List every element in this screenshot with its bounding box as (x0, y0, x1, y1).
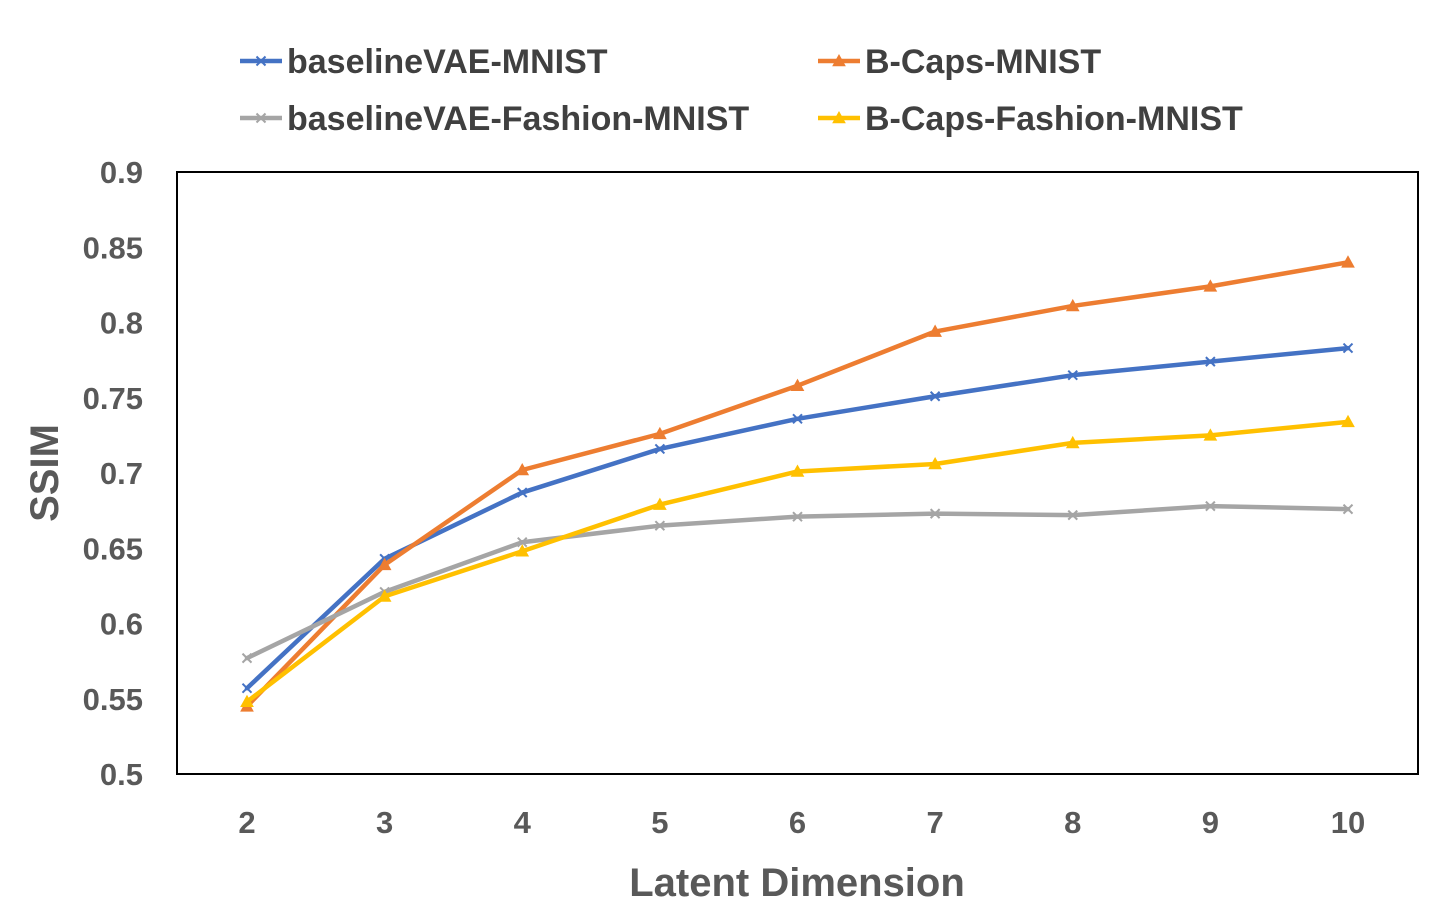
data-point (1341, 414, 1355, 428)
x-tick-label: 3 (376, 805, 393, 840)
legend-label: baselineVAE-Fashion-MNIST (287, 100, 749, 138)
y-tick-label: 0.5 (100, 757, 143, 792)
data-point (1203, 428, 1218, 441)
series-layer (240, 255, 1355, 712)
x-tick-label: 5 (651, 805, 668, 840)
y-tick-label: 0.65 (83, 531, 143, 566)
y-tick-label: 0.8 (100, 306, 143, 341)
data-point (1203, 279, 1218, 292)
data-point (792, 413, 803, 425)
data-point (1205, 356, 1216, 367)
data-point (1065, 435, 1080, 449)
y-tick-label: 0.85 (83, 230, 143, 265)
x-axis-ticks: 2 3 4 5 6 7 8 9 10 (238, 805, 1365, 840)
data-point (515, 544, 530, 557)
data-point (515, 462, 530, 476)
data-point (929, 508, 941, 519)
legend-entry: B-Caps-MNIST (818, 43, 1101, 81)
data-point (653, 426, 667, 440)
legend-swatch-marker (255, 112, 267, 124)
data-point (928, 456, 942, 470)
x-tick-label: 8 (1064, 805, 1081, 840)
data-point (1065, 298, 1080, 312)
data-point (1067, 369, 1078, 381)
x-tick-label: 2 (238, 805, 255, 840)
data-point (653, 497, 667, 510)
data-point (654, 443, 666, 455)
data-point (241, 683, 253, 694)
data-point (377, 589, 392, 602)
legend-swatch-marker (255, 55, 267, 67)
data-point (240, 694, 254, 708)
y-tick-label: 0.75 (83, 381, 143, 416)
x-tick-label: 9 (1202, 805, 1219, 840)
legend-label: baselineVAE-MNIST (287, 43, 608, 81)
data-point (517, 537, 528, 548)
legend-label: B-Caps-Fashion-MNIST (865, 100, 1243, 138)
legend-entry: baselineVAE-Fashion-MNIST (240, 100, 749, 138)
data-point (792, 511, 803, 522)
x-tick-label: 7 (927, 805, 944, 840)
y-tick-label: 0.7 (100, 456, 143, 491)
data-point (654, 520, 666, 531)
x-tick-label: 6 (789, 805, 806, 840)
y-tick-label: 0.55 (83, 682, 143, 717)
data-point (1341, 255, 1355, 268)
data-point (241, 652, 253, 664)
data-point (1342, 503, 1354, 515)
data-point (1205, 500, 1216, 512)
data-point (929, 391, 941, 402)
series-line (244, 260, 1351, 709)
y-axis-ticks: 0.5 0.55 0.6 0.65 0.7 0.75 0.8 0.85 0.9 (83, 155, 143, 792)
y-tick-label: 0.6 (100, 607, 143, 642)
legend: baselineVAE-MNIST B-Caps-MNIST baselineVAE… (240, 43, 1243, 138)
data-point (928, 324, 942, 337)
data-point (377, 557, 392, 571)
data-point (1067, 509, 1078, 521)
x-axis-title: Latent Dimension (629, 861, 965, 905)
data-point (517, 487, 528, 498)
series-B-Caps-MNIST (240, 255, 1355, 712)
legend-entry: B-Caps-Fashion-MNIST (818, 100, 1243, 138)
legend-swatch-marker (832, 53, 846, 67)
series-line (244, 419, 1351, 705)
series-line (244, 503, 1351, 661)
data-point (790, 378, 805, 392)
legend-label: B-Caps-MNIST (865, 43, 1101, 81)
legend-entry: baselineVAE-MNIST (240, 43, 608, 81)
plot-area-frame (176, 171, 1419, 775)
series-baselineVAE-Fashion-MNIST (241, 500, 1354, 664)
y-axis-title: SSIM (23, 424, 67, 522)
data-point (790, 464, 805, 477)
y-tick-label: 0.9 (100, 155, 143, 190)
legend-swatch-marker (832, 110, 846, 124)
series-B-Caps-Fashion-MNIST (240, 414, 1355, 708)
x-tick-label: 10 (1331, 805, 1365, 840)
data-point (1342, 342, 1354, 354)
x-tick-label: 4 (514, 805, 532, 840)
